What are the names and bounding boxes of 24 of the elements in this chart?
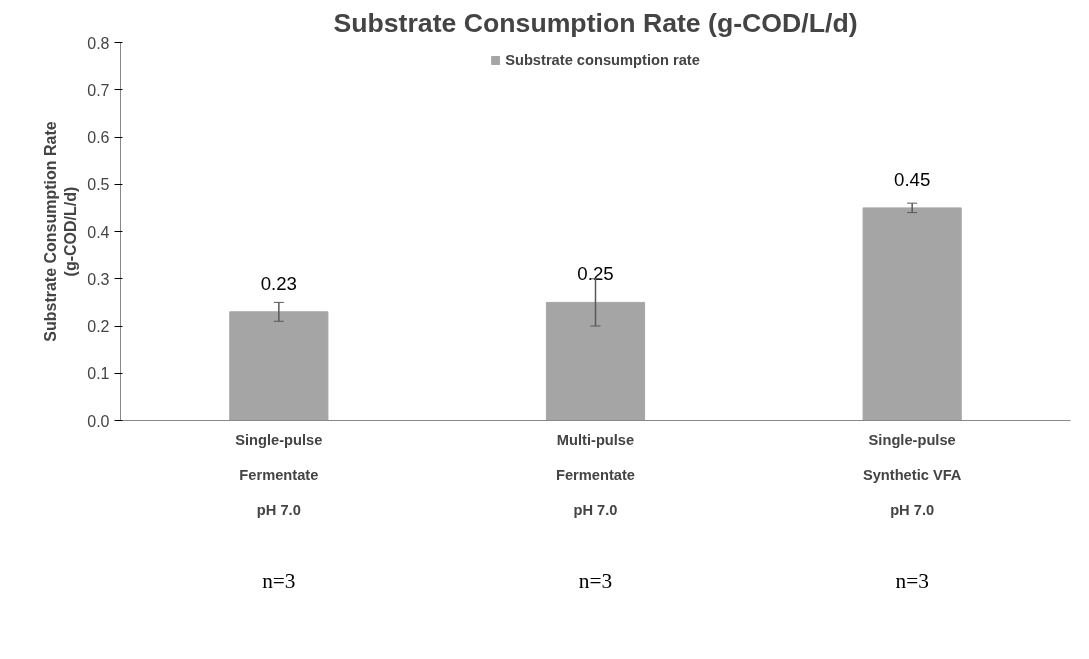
text: n=3: [895, 568, 929, 593]
y-tick-label: 0.4: [87, 223, 110, 241]
y-tick-label: 0.0: [87, 412, 110, 430]
bar: [229, 311, 329, 421]
y-tick-label: 0.3: [87, 270, 110, 288]
y-tick-label: 0.2: [87, 318, 110, 335]
chart-title: Substrate Consumption Rate (g-COD/L/d): [333, 7, 858, 38]
text: n=3: [262, 568, 296, 593]
y-tick-label: 0.6: [87, 129, 110, 146]
bar: [545, 301, 646, 421]
text: n=3: [578, 568, 613, 593]
y-tick-label: 0.5: [87, 176, 110, 194]
data-label: 0.23: [260, 272, 297, 294]
y-tick-label: 0.8: [87, 34, 110, 52]
data-label: 0.45: [894, 168, 931, 190]
y-tick-label: 0.1: [87, 365, 110, 383]
legend-label: Substrate consumption rate: [505, 52, 700, 68]
y-axis-title: Substrate Consumption Rate (g-COD/L/d): [41, 121, 80, 342]
y-tick-label: 0.7: [87, 81, 110, 99]
bar: [862, 207, 962, 421]
category-label: Multi-pulse Fermentate pH 7.0: [556, 431, 636, 518]
category-label: Single-pulse Synthetic VFA pH 7.0: [862, 431, 962, 518]
data-label: 0.25: [577, 263, 614, 285]
category-label: Single-pulse Fermentate pH 7.0: [235, 431, 323, 518]
